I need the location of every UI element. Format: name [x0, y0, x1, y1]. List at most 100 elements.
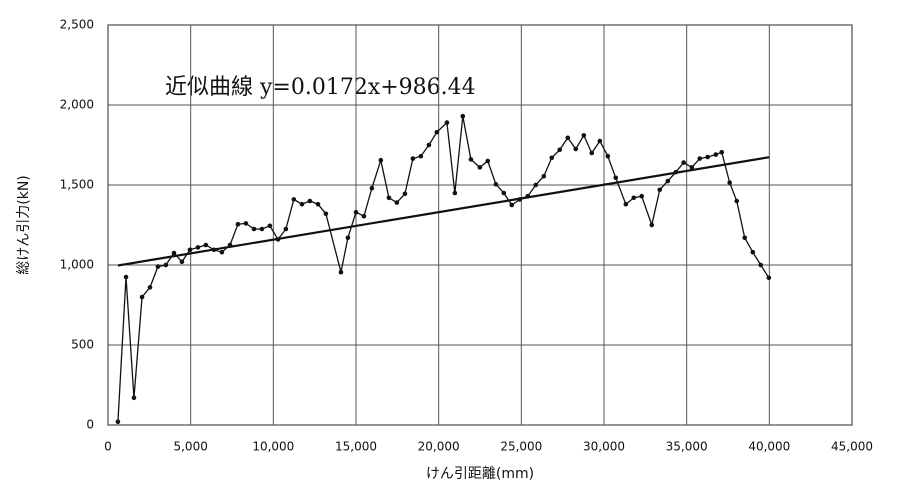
- data-point: [623, 201, 629, 207]
- data-point: [649, 222, 655, 228]
- y-tick-label: 0: [86, 418, 94, 432]
- data-point: [727, 180, 732, 185]
- data-point: [573, 146, 579, 152]
- x-tick-label: 25,000: [500, 440, 542, 454]
- data-point: [434, 129, 440, 135]
- data-point: [163, 262, 169, 268]
- data-point: [338, 269, 344, 275]
- x-tick-label: 10,000: [252, 440, 294, 454]
- x-tick-label: 40,000: [748, 440, 790, 454]
- data-point: [259, 226, 265, 232]
- data-point: [697, 156, 703, 161]
- data-point: [639, 193, 644, 199]
- data-point: [361, 213, 367, 219]
- data-point: [485, 158, 491, 164]
- data-point: [557, 147, 562, 153]
- data-point: [353, 209, 359, 215]
- data-point: [689, 165, 695, 170]
- data-point: [613, 175, 619, 181]
- data-point: [673, 169, 679, 175]
- data-point: [315, 201, 321, 207]
- annotation: 近似曲線 y=0.0172x+986.44: [165, 75, 476, 100]
- data-point: [203, 242, 209, 248]
- data-point: [509, 202, 515, 208]
- data-point: [171, 250, 177, 256]
- data-point: [517, 197, 523, 202]
- data-point: [219, 249, 225, 255]
- data-point: [211, 247, 217, 253]
- data-point: [418, 153, 424, 159]
- data-point: [235, 221, 241, 227]
- data-point: [283, 226, 289, 232]
- data-point: [131, 395, 137, 401]
- data-point: [477, 165, 483, 170]
- data-point: [665, 178, 671, 184]
- data-point: [187, 247, 193, 253]
- x-tick-label: 20,000: [418, 440, 460, 454]
- y-tick-label: 2,000: [60, 98, 94, 112]
- x-axis-label: けん引距離(mm): [426, 465, 534, 482]
- data-point: [734, 198, 740, 204]
- data-point: [581, 133, 587, 138]
- data-point: [460, 113, 466, 119]
- data-point: [766, 275, 772, 281]
- data-point: [742, 235, 747, 241]
- data-point: [597, 138, 603, 144]
- data-point: [705, 154, 710, 160]
- data-point: [291, 197, 297, 202]
- data-point: [195, 245, 201, 250]
- data-point: [243, 221, 249, 226]
- x-tick-label: 30,000: [583, 440, 625, 454]
- data-point: [468, 157, 474, 162]
- data-point: [299, 201, 305, 207]
- data-point: [267, 223, 273, 229]
- y-tick-label: 2,500: [60, 18, 94, 32]
- data-point: [426, 142, 432, 148]
- data-point: [501, 190, 507, 196]
- data-point: [402, 191, 408, 197]
- x-tick-label: 45,000: [831, 440, 873, 454]
- data-point: [179, 259, 185, 265]
- x-tick-label: 35,000: [666, 440, 708, 454]
- data-point: [155, 264, 161, 269]
- data-point: [378, 157, 384, 163]
- data-point: [345, 235, 351, 241]
- data-point: [719, 149, 725, 155]
- y-tick-label: 500: [71, 338, 94, 352]
- data-point: [123, 274, 129, 280]
- data-point: [565, 135, 571, 141]
- x-tick-label: 0: [104, 440, 112, 454]
- data-point: [605, 153, 611, 159]
- data-point: [147, 285, 153, 290]
- data-point: [307, 198, 313, 204]
- data-point: [589, 150, 595, 156]
- data-point: [275, 237, 281, 242]
- data-point: [541, 173, 547, 179]
- x-tick-label: 5,000: [173, 440, 207, 454]
- data-point: [386, 195, 392, 201]
- data-point: [657, 187, 663, 193]
- y-tick-label: 1,000: [60, 258, 94, 272]
- data-point: [139, 294, 145, 300]
- data-point: [533, 182, 539, 188]
- data-point: [410, 156, 416, 161]
- data-point: [251, 226, 257, 232]
- data-point: [394, 200, 400, 205]
- data-point: [115, 419, 121, 425]
- data-point: [525, 193, 531, 199]
- data-point: [227, 242, 233, 248]
- data-point: [444, 120, 450, 125]
- data-point: [681, 160, 686, 165]
- x-tick-label: 15,000: [335, 440, 377, 454]
- y-tick-label: 1,500: [60, 178, 94, 192]
- data-point: [549, 155, 555, 161]
- y-axis-label: 総けん引力(kN): [16, 175, 32, 275]
- data-point: [369, 185, 375, 191]
- data-point: [713, 152, 719, 157]
- data-point: [758, 262, 764, 268]
- data-point: [323, 211, 329, 217]
- data-point: [750, 249, 756, 255]
- data-point: [493, 181, 499, 187]
- data-line: [117, 116, 770, 422]
